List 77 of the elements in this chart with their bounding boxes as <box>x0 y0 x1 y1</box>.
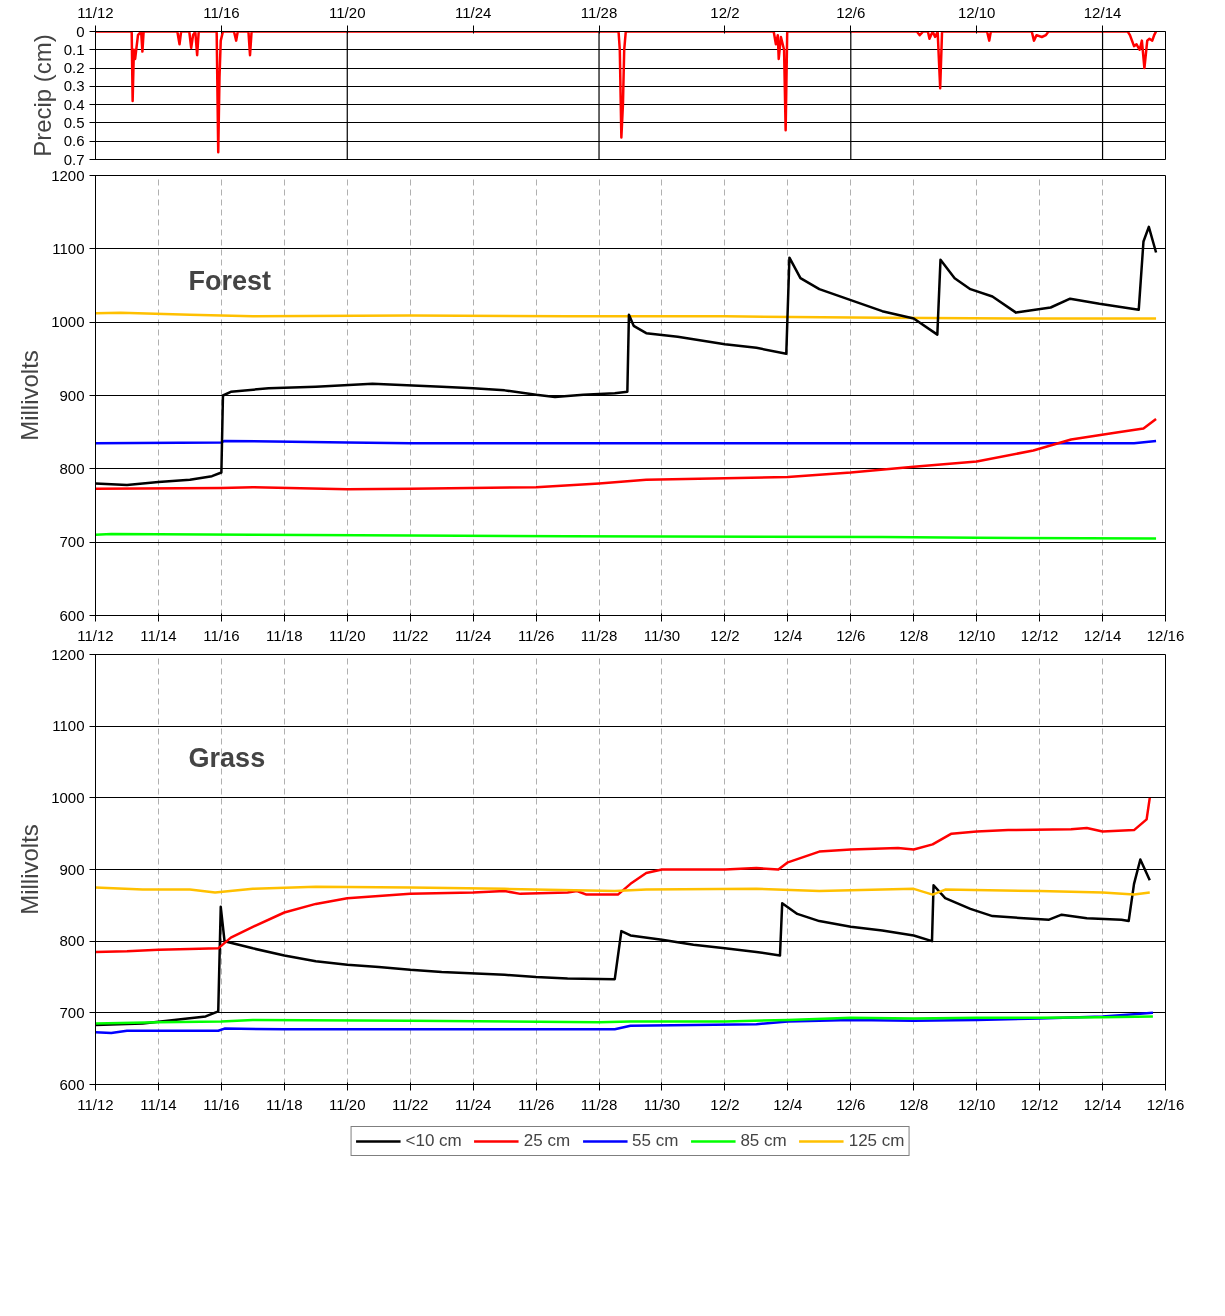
x-tick-label: 11/16 <box>203 3 240 21</box>
x-tick-label: 12/6 <box>836 626 866 644</box>
y-tick-label: 1200 <box>51 166 85 184</box>
y-tick-label: 0.3 <box>63 77 85 95</box>
y-tick-label: 1000 <box>51 788 85 806</box>
y-tick-label: 700 <box>59 533 85 551</box>
y-tick-label: 0.5 <box>63 113 85 131</box>
x-tick-label: 11/28 <box>580 626 618 644</box>
x-tick-label: 12/4 <box>773 626 803 644</box>
x-tick-label: 12/12 <box>1020 626 1059 644</box>
y-axis-title: Precip (cm) <box>28 34 56 157</box>
x-tick-label: 12/10 <box>957 1095 996 1113</box>
y-tick-label: 0.4 <box>63 95 85 113</box>
x-tick-label: 12/10 <box>957 626 996 644</box>
x-tick-label: 12/6 <box>836 1095 866 1113</box>
y-tick-label: 0.7 <box>63 150 85 168</box>
x-tick-label: 11/20 <box>329 3 366 21</box>
text: Forest <box>188 266 272 297</box>
x-tick-label: 12/2 <box>710 1095 740 1113</box>
y-tick-label: 900 <box>59 860 85 878</box>
x-tick-label: 11/20 <box>329 1095 366 1113</box>
y-tick-label: 1000 <box>51 313 85 331</box>
x-tick-label: 11/30 <box>643 626 681 644</box>
y-tick-label: 0.6 <box>63 132 85 150</box>
y-tick-label: 1100 <box>52 239 85 257</box>
x-tick-label: 11/18 <box>266 626 303 644</box>
x-tick-label: 11/18 <box>266 1095 303 1113</box>
legend-label: 85 cm <box>740 1131 787 1151</box>
x-tick-label: 11/24 <box>454 1095 492 1113</box>
legend-label: <10 cm <box>405 1131 462 1151</box>
y-tick-label: 1200 <box>51 645 85 663</box>
x-tick-label: 12/16 <box>1146 1095 1185 1113</box>
y-tick-label: 800 <box>59 459 85 477</box>
x-tick-label: 11/12 <box>77 3 114 21</box>
x-tick-label: 12/8 <box>899 626 929 644</box>
x-tick-label: 11/28 <box>580 3 618 21</box>
x-tick-label: 12/4 <box>773 1095 803 1113</box>
legend-label: 25 cm <box>523 1131 571 1151</box>
y-tick-label: 600 <box>59 1075 85 1093</box>
y-tick-label: 900 <box>59 386 85 404</box>
x-tick-label: 11/14 <box>140 1095 177 1113</box>
y-tick-label: 0 <box>76 22 85 40</box>
x-tick-label: 12/8 <box>899 1095 929 1113</box>
y-tick-label: 1100 <box>52 717 85 735</box>
x-tick-label: 11/12 <box>77 1095 114 1113</box>
x-tick-label: 12/2 <box>710 3 740 21</box>
x-tick-label: 11/16 <box>203 626 240 644</box>
y-tick-label: 800 <box>59 932 85 950</box>
y-tick-label: 600 <box>59 606 85 624</box>
x-tick-label: 12/10 <box>957 3 996 21</box>
x-tick-label: 12/14 <box>1083 626 1122 644</box>
x-tick-label: 12/6 <box>836 3 866 21</box>
legend-label: 125 cm <box>848 1131 905 1151</box>
x-tick-label: 11/24 <box>454 626 492 644</box>
x-tick-label: 11/22 <box>391 1095 429 1113</box>
x-tick-label: 11/22 <box>391 626 429 644</box>
y-tick-label: 0.1 <box>63 40 85 58</box>
x-tick-label: 12/16 <box>1146 626 1185 644</box>
legend-label: 55 cm <box>632 1131 679 1151</box>
y-axis-title: Millivolts <box>16 824 44 915</box>
x-tick-label: 12/14 <box>1083 1095 1122 1113</box>
x-tick-label: 11/26 <box>517 1095 555 1113</box>
x-tick-label: 11/24 <box>454 3 492 21</box>
x-tick-label: 11/26 <box>517 626 555 644</box>
x-tick-label: 11/12 <box>77 626 114 644</box>
x-tick-label: 11/14 <box>140 626 177 644</box>
x-tick-label: 11/30 <box>643 1095 681 1113</box>
x-tick-label: 11/28 <box>580 1095 618 1113</box>
y-tick-label: 0.2 <box>63 59 85 77</box>
text: Grass <box>188 742 266 773</box>
x-tick-label: 11/20 <box>329 626 366 644</box>
x-tick-label: 12/14 <box>1083 3 1122 21</box>
y-axis-title: Millivolts <box>16 350 44 441</box>
x-tick-label: 12/2 <box>710 626 740 644</box>
x-tick-label: 12/12 <box>1020 1095 1059 1113</box>
y-tick-label: 700 <box>59 1003 85 1021</box>
x-tick-label: 11/16 <box>203 1095 240 1113</box>
